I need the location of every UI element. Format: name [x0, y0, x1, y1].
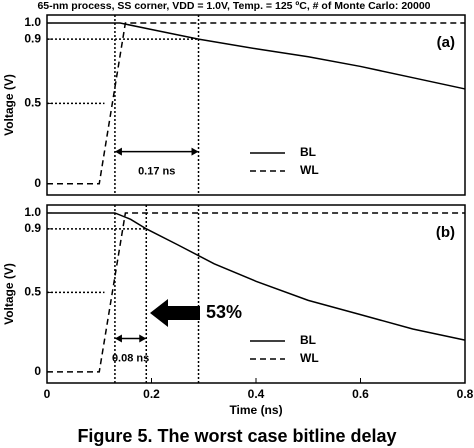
- chart-title: 65-nm process, SS corner, VDD = 1.0V, Te…: [37, 0, 430, 12]
- delay-label: 0.17 ns: [138, 166, 175, 178]
- y-tick-label: 0.5: [24, 96, 41, 110]
- improvement-label: 53%: [206, 302, 242, 322]
- y-axis-label: Voltage (V): [2, 263, 16, 325]
- x-tick-label: 0: [44, 387, 51, 401]
- caption: Figure 5. The worst case bitline delay: [77, 426, 396, 446]
- panel-label: (a): [437, 34, 455, 51]
- y-axis-label: Voltage (V): [2, 74, 16, 136]
- y-tick-label: 1.0: [24, 15, 41, 29]
- x-tick-label: 0.6: [352, 387, 369, 401]
- y-tick-label: 0: [34, 364, 41, 378]
- panel-label: (b): [436, 224, 455, 241]
- x-axis-label: Time (ns): [229, 403, 282, 417]
- improvement-arrow: [150, 299, 200, 327]
- arrow-head: [114, 334, 147, 343]
- legend-label: BL: [300, 333, 316, 347]
- delay-label: 0.08 ns: [112, 352, 149, 364]
- y-tick-label: 0.5: [24, 285, 41, 299]
- y-tick-label: 0.9: [24, 221, 41, 235]
- plot-frame: [46, 204, 466, 384]
- legend-label: BL: [300, 145, 316, 159]
- plot-frame: [46, 14, 466, 196]
- legend-label: WL: [300, 163, 319, 177]
- x-tick-label: 0.4: [248, 387, 265, 401]
- x-tick-label: 0.2: [143, 387, 160, 401]
- series-line: [47, 22, 465, 185]
- y-tick-label: 0.9: [24, 31, 41, 45]
- y-tick-label: 0: [34, 176, 41, 190]
- legend-label: WL: [300, 351, 319, 365]
- x-tick-label: 0.8: [457, 387, 474, 401]
- series-line: [47, 22, 466, 90]
- series-line: [47, 212, 465, 373]
- y-tick-label: 1.0: [24, 205, 41, 219]
- series-line: [47, 212, 466, 341]
